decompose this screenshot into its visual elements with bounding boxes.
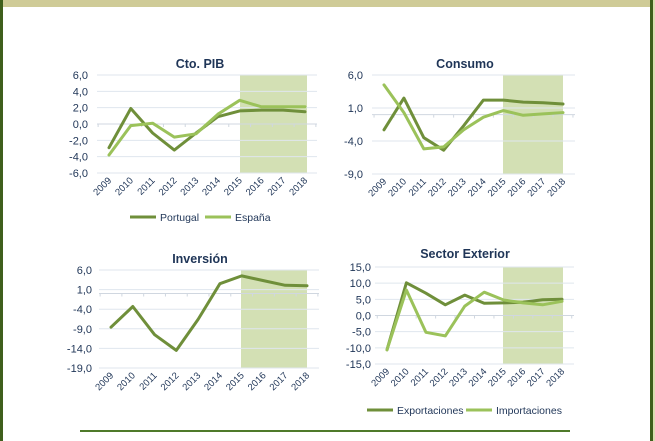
sector-exterior-x-tick-label: 2015 [486,366,509,389]
inversi-n-y-tick-label: -9,0 [73,324,92,336]
sector-exterior-y-tick-label: -10,0 [346,343,371,355]
inversi-n-y-tick-label: -4,0 [73,304,92,316]
cto-pib-x-tick-label: 2016 [244,175,267,198]
cto-pib-y-tick-label: -2,0 [69,135,88,147]
cto-pib-x-tick-label: 2014 [200,175,223,198]
inversi-n-x-tick-label: 2011 [137,370,159,392]
consumo-series-portugal [382,96,565,152]
cto-pib-y-tick-label: 4,0 [73,86,88,98]
sector-exterior-x-tick-label: 2012 [428,366,451,389]
sector-exterior-x-tick-label: 2017 [525,366,548,389]
consumo-x-tick-label: 2016 [506,176,529,199]
sector-exterior-x-tick-label: 2014 [467,366,490,389]
page-frame-right [650,0,653,441]
cto-pib-y-tick-label: 6,0 [73,70,88,82]
consumo-x-tick-label: 2013 [446,176,469,199]
consumo-x-tick-label: 2010 [386,176,409,199]
cto-pib-series-españa [107,98,307,157]
inversi-n-y-tick-label: -14,0 [67,343,92,355]
inversi-n-y-tick-label: 6,0 [77,265,92,277]
consumo-y-tick-label: -4,0 [344,136,363,148]
consumo-x-tick-label: 2018 [545,176,568,199]
sector-exterior-x-tick-label: 2016 [506,366,529,389]
cto-pib-x-tick-label: 2011 [135,175,157,197]
sector-exterior-series-importaciones [385,288,564,352]
page-frame-left [0,0,3,441]
cto-pib-x-tick-label: 2018 [287,175,310,198]
sector-exterior-y-tick-label: 0,0 [356,311,371,323]
cto-pib-y-tick-label: -6,0 [69,168,88,180]
inversi-n-x-tick-label: 2009 [93,370,116,393]
consumo-x-tick-label: 2012 [426,176,449,199]
sector-exterior-x-tick-label: 2013 [447,366,470,389]
sector-exterior-x-tick-label: 2009 [369,366,392,389]
cto-pib-legend-label: España [235,212,271,224]
sector-exterior-x-tick-label: 2011 [409,366,431,388]
inversi-n-x-tick-label: 2015 [224,370,247,393]
inversi-n-x-tick-label: 2014 [202,370,225,393]
consumo-y-tick-label: 6,0 [348,70,363,82]
sector-exterior-y-tick-label: 5,0 [356,294,371,306]
inversi-n-x-tick-label: 2017 [268,370,291,393]
cto-pib-y-tick-label: 0,0 [73,119,88,131]
inversi-n-x-tick-label: 2010 [115,370,138,393]
consumo-x-tick-label: 2015 [486,176,509,199]
inversi-n-y-tick-label: 1,0 [77,285,92,297]
cto-pib-y-tick-label: -4,0 [69,152,88,164]
bottom-divider [80,430,570,432]
sector-exterior-y-tick-label: 10,0 [350,278,371,290]
cto-pib-x-tick-label: 2012 [157,175,180,198]
sector-exterior-x-tick-label: 2010 [389,366,412,389]
cto-pib-legend-label: Portugal [160,212,199,224]
cto-pib-x-tick-label: 2009 [91,175,114,198]
cto-pib-x-tick-label: 2013 [179,175,202,198]
inversi-n-x-tick-label: 2016 [246,370,269,393]
sector-exterior-x-tick-label: 2018 [544,366,567,389]
header-band [3,0,650,7]
consumo-x-tick-label: 2011 [407,176,429,198]
inversi-n-chart-title: Inversión [172,252,228,266]
consumo-y-tick-label: -9,0 [344,169,363,181]
cto-pib-x-tick-label: 2015 [222,175,245,198]
consumo-chart-title: Consumo [436,57,494,71]
inversi-n-x-tick-label: 2013 [181,370,204,393]
page-frame-right-accent [653,0,655,441]
consumo-y-tick-label: 1,0 [348,103,363,115]
sector-exterior-legend-label: Exportaciones [397,405,464,417]
cto-pib-chart-title: Cto. PIB [176,57,225,71]
inversi-n-y-tick-label: -19,0 [67,363,92,375]
inversi-n-series-inversi-n [109,274,309,352]
consumo-x-tick-label: 2014 [466,176,489,199]
cto-pib-y-tick-label: 2,0 [73,103,88,115]
sector-exterior-y-tick-label: 15,0 [350,262,371,274]
consumo-x-tick-label: 2009 [366,176,389,199]
sector-exterior-y-tick-label: -15,0 [346,359,371,371]
consumo-x-tick-label: 2017 [526,176,549,199]
inversi-n-x-tick-label: 2018 [289,370,312,393]
consumo-forecast-band [503,75,563,174]
sector-exterior-legend-label: Importaciones [496,405,562,417]
sector-exterior-chart-title: Sector Exterior [420,247,510,261]
inversi-n-x-tick-label: 2012 [159,370,182,393]
sector-exterior-y-tick-label: -5,0 [352,327,371,339]
cto-pib-x-tick-label: 2010 [113,175,136,198]
consumo-series-españa [382,83,565,151]
cto-pib-x-tick-label: 2017 [266,175,289,198]
